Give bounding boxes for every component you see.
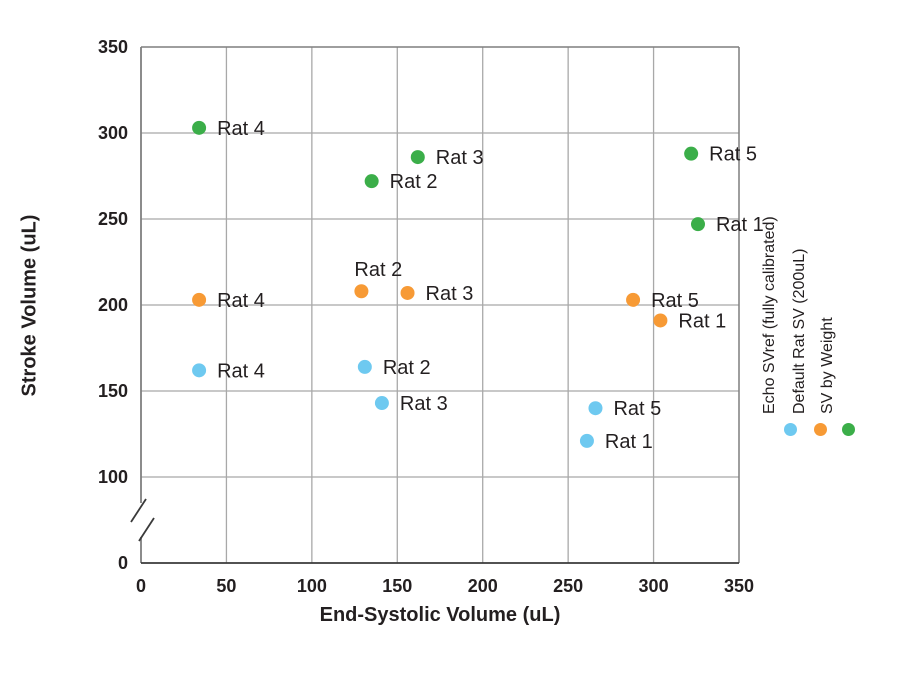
data-point-sv-by-weight-rat-5 [684,146,699,161]
point-label-sv-by-weight-rat-5: Rat 5 [709,144,757,166]
point-label-default-rat-sv-200ul-rat-2: Rat 2 [354,259,402,281]
point-label-sv-by-weight-rat-1: Rat 1 [716,214,764,236]
point-label-default-rat-sv-200ul-rat-1: Rat 1 [678,310,726,332]
y-axis-break-slash-1 [130,498,147,523]
legend-dot-echo-svref-icon [783,422,797,436]
data-point-default-rat-sv-200ul-rat-3 [400,285,415,300]
x-tick-label-100: 100 [297,576,327,596]
point-label-default-rat-sv-200ul-rat-4: Rat 4 [217,290,265,312]
y-tick-label-350: 350 [98,37,128,57]
data-point-echo-svref-fully-calibrated-rat-4 [192,363,207,378]
point-label-echo-svref-fully-calibrated-rat-2: Rat 2 [383,357,431,379]
data-point-echo-svref-fully-calibrated-rat-2 [357,359,372,374]
data-point-default-rat-sv-200ul-rat-4 [192,292,207,307]
legend-label-sv-by-weight: SV by Weight [819,317,836,414]
point-label-default-rat-sv-200ul-rat-3: Rat 3 [426,283,474,305]
legend-label-echo-svref: Echo SVref (fully calibrated) [761,216,778,414]
y-tick-label-100: 100 [98,467,128,487]
data-point-sv-by-weight-rat-4 [192,120,207,135]
y-axis-break-slash-2 [138,517,155,542]
x-tick-label-200: 200 [468,576,498,596]
x-tick-label-250: 250 [553,576,583,596]
x-tick-label-350: 350 [724,576,754,596]
x-tick-label-150: 150 [382,576,412,596]
point-label-sv-by-weight-rat-3: Rat 3 [436,147,484,169]
data-point-echo-svref-fully-calibrated-rat-1 [579,433,594,448]
point-label-sv-by-weight-rat-2: Rat 2 [390,171,438,193]
data-point-sv-by-weight-rat-1 [690,217,705,232]
data-point-default-rat-sv-200ul-rat-2 [354,284,369,299]
data-point-default-rat-sv-200ul-rat-1 [653,313,668,328]
point-label-echo-svref-fully-calibrated-rat-4: Rat 4 [217,360,265,382]
data-point-echo-svref-fully-calibrated-rat-3 [374,396,389,411]
legend-dot-default-rat-sv-icon [813,422,827,436]
x-tick-label-300: 300 [639,576,669,596]
y-tick-label-250: 250 [98,209,128,229]
data-point-sv-by-weight-rat-3 [410,150,425,165]
point-label-sv-by-weight-rat-4: Rat 4 [217,118,265,140]
y-axis-title-wrap: Stroke Volume (uL) [8,47,52,563]
point-label-echo-svref-fully-calibrated-rat-1: Rat 1 [605,431,653,453]
data-point-echo-svref-fully-calibrated-rat-5 [588,401,603,416]
point-label-default-rat-sv-200ul-rat-5: Rat 5 [651,290,699,312]
x-tick-label-50: 50 [216,576,236,596]
point-label-echo-svref-fully-calibrated-rat-3: Rat 3 [400,393,448,415]
x-axis-title: End-Systolic Volume (uL) [319,604,561,626]
y-tick-label-300: 300 [98,123,128,143]
legend-label-default-rat-sv: Default Rat SV (200uL) [791,248,808,414]
data-point-default-rat-sv-200ul-rat-5 [626,292,641,307]
data-point-sv-by-weight-rat-2 [364,174,379,189]
x-tick-label-0: 0 [136,576,146,596]
y-axis-title: Stroke Volume (uL) [18,214,41,396]
y-tick-label-0: 0 [118,553,128,573]
legend-dot-sv-by-weight-icon [841,422,855,436]
point-label-echo-svref-fully-calibrated-rat-5: Rat 5 [613,398,661,420]
y-tick-label-200: 200 [98,295,128,315]
y-tick-label-150: 150 [98,381,128,401]
